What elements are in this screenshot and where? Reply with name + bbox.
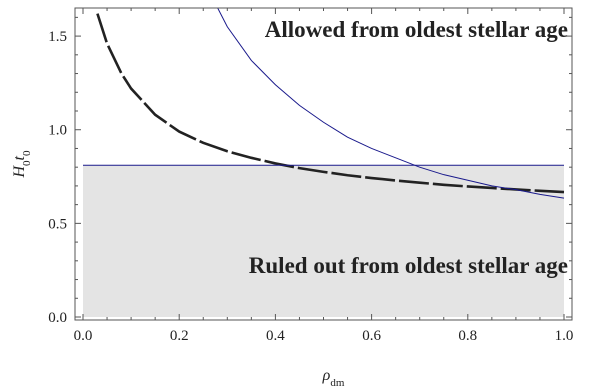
- x-tick-label: 0.8: [458, 328, 477, 344]
- y-tick-label: 1.0: [48, 123, 67, 139]
- y-tick-label: 1.5: [48, 29, 67, 45]
- x-tick-label: 0.2: [170, 328, 189, 344]
- series-line-2: [217, 8, 565, 199]
- y-axis-label-sub2: 0: [21, 150, 33, 156]
- x-tick-label: 0.4: [266, 328, 285, 344]
- x-axis-label-main: ρ: [322, 367, 331, 384]
- y-axis-label-t: t: [11, 155, 28, 160]
- y-tick-label: 0.0: [48, 310, 67, 326]
- series-line-1: [96, 13, 565, 194]
- y-tick-label: 0.5: [48, 216, 67, 232]
- x-axis-label: ρdm: [322, 367, 345, 387]
- y-axis-label: H0t0: [11, 150, 33, 179]
- x-tick-label: 0.0: [74, 328, 93, 344]
- annotation-allowed: Allowed from oldest stellar age: [265, 17, 568, 42]
- y-axis-label-sub1: 0: [21, 160, 33, 166]
- shaded-region: [83, 165, 564, 317]
- annotation-ruled-out: Ruled out from oldest stellar age: [249, 253, 568, 278]
- x-tick-label: 0.6: [362, 328, 381, 344]
- x-tick-label: 1.0: [555, 328, 574, 344]
- y-axis-label-h: H: [11, 165, 28, 179]
- x-axis-label-sub: dm: [330, 377, 345, 387]
